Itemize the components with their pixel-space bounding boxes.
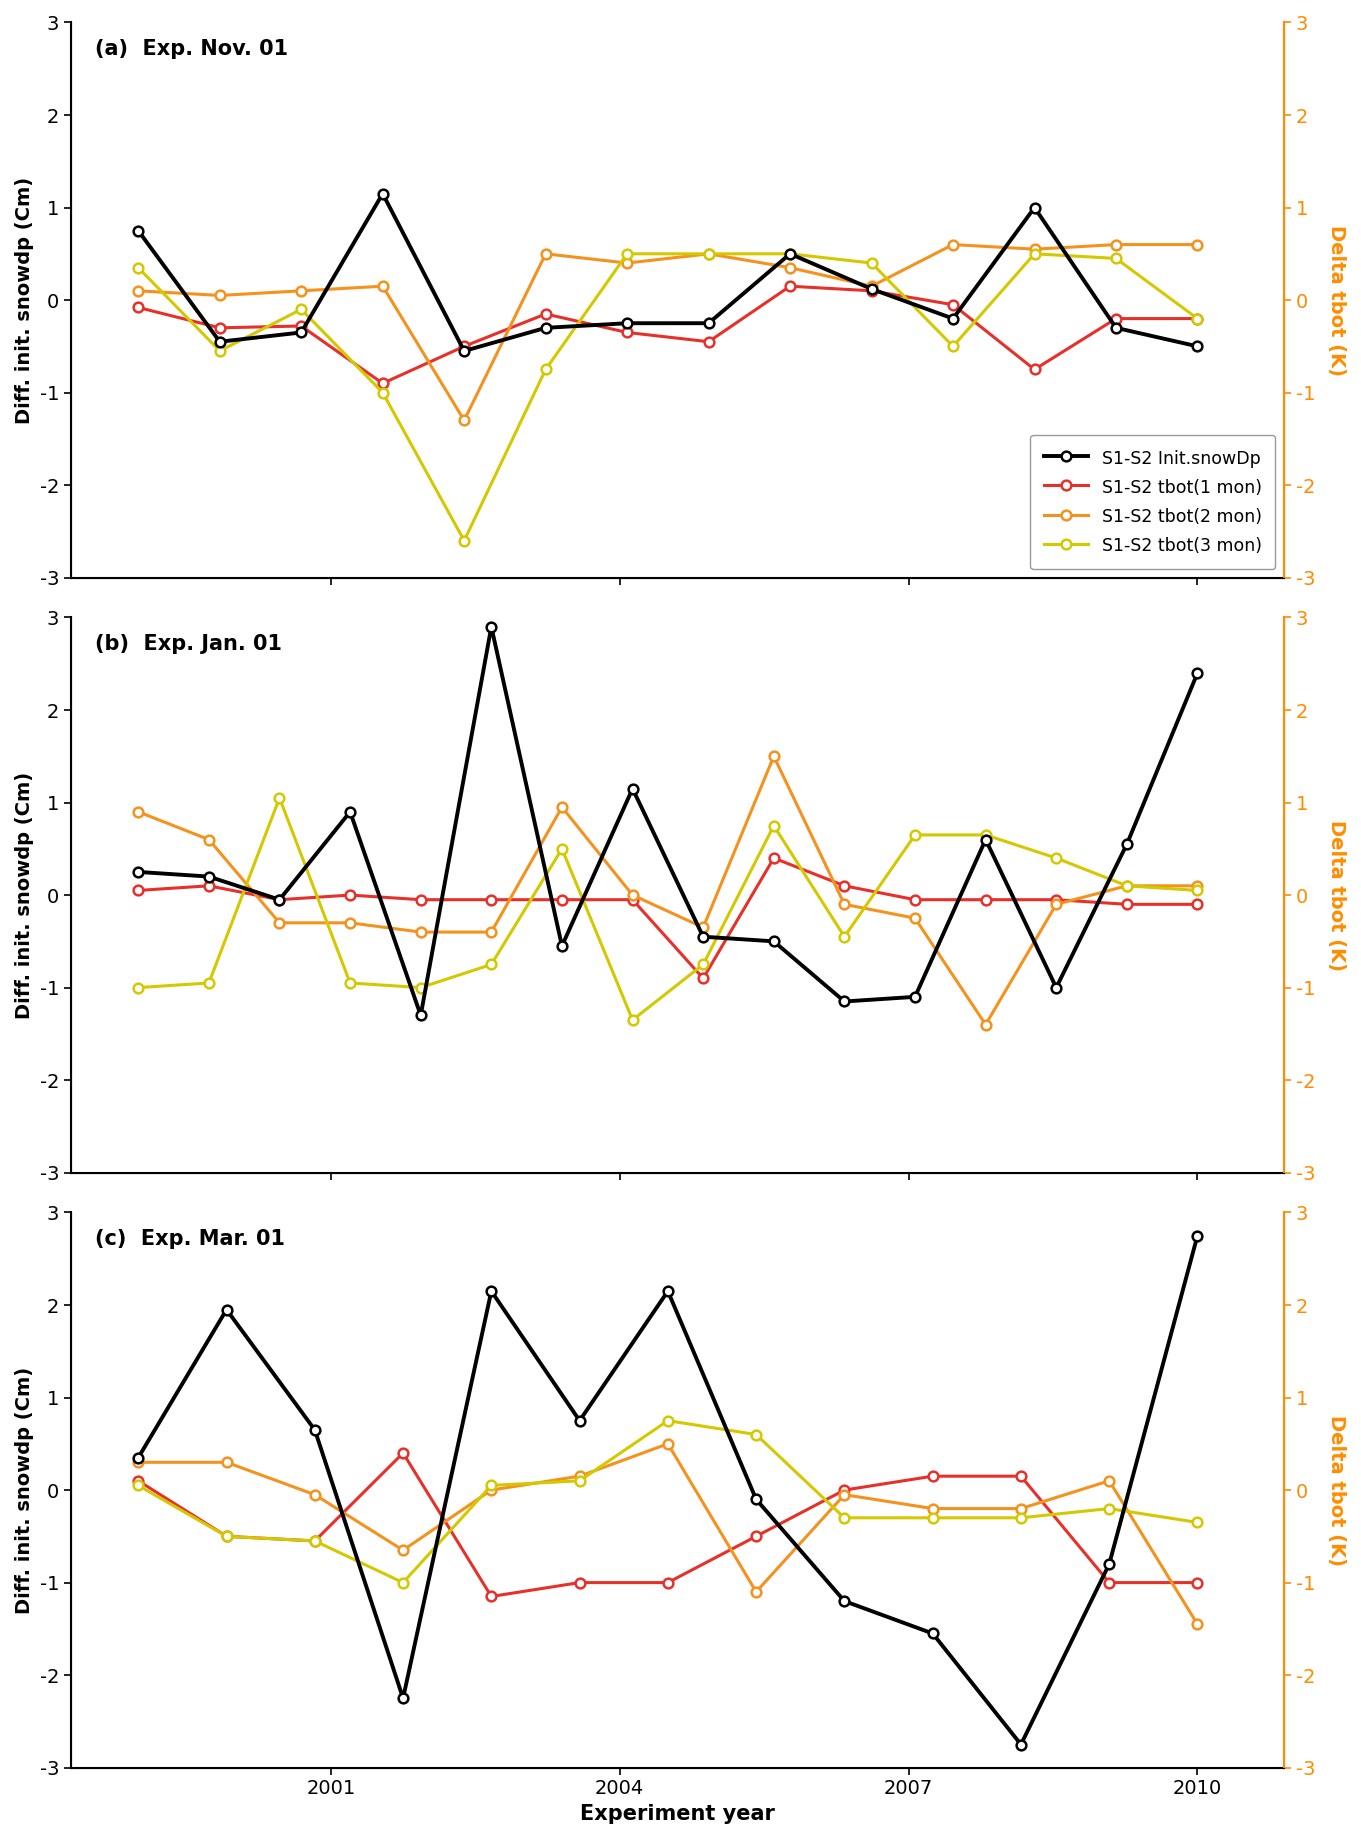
Text: (b)  Exp. Jan. 01: (b) Exp. Jan. 01 — [95, 634, 282, 655]
Y-axis label: Delta tbot (K): Delta tbot (K) — [1327, 224, 1346, 375]
Y-axis label: Diff. init. snowdp (Cm): Diff. init. snowdp (Cm) — [15, 1366, 34, 1613]
X-axis label: Experiment year: Experiment year — [580, 1804, 774, 1824]
Legend: S1-S2 Init.snowDp, S1-S2 tbot(1 mon), S1-S2 tbot(2 mon), S1-S2 tbot(3 mon): S1-S2 Init.snowDp, S1-S2 tbot(1 mon), S1… — [1030, 434, 1275, 568]
Y-axis label: Diff. init. snowdp (Cm): Diff. init. snowdp (Cm) — [15, 772, 34, 1019]
Text: (a)  Exp. Nov. 01: (a) Exp. Nov. 01 — [95, 39, 289, 59]
Y-axis label: Delta tbot (K): Delta tbot (K) — [1327, 820, 1346, 971]
Y-axis label: Delta tbot (K): Delta tbot (K) — [1327, 1414, 1346, 1565]
Y-axis label: Diff. init. snowdp (Cm): Diff. init. snowdp (Cm) — [15, 177, 34, 423]
Text: (c)  Exp. Mar. 01: (c) Exp. Mar. 01 — [95, 1228, 284, 1249]
